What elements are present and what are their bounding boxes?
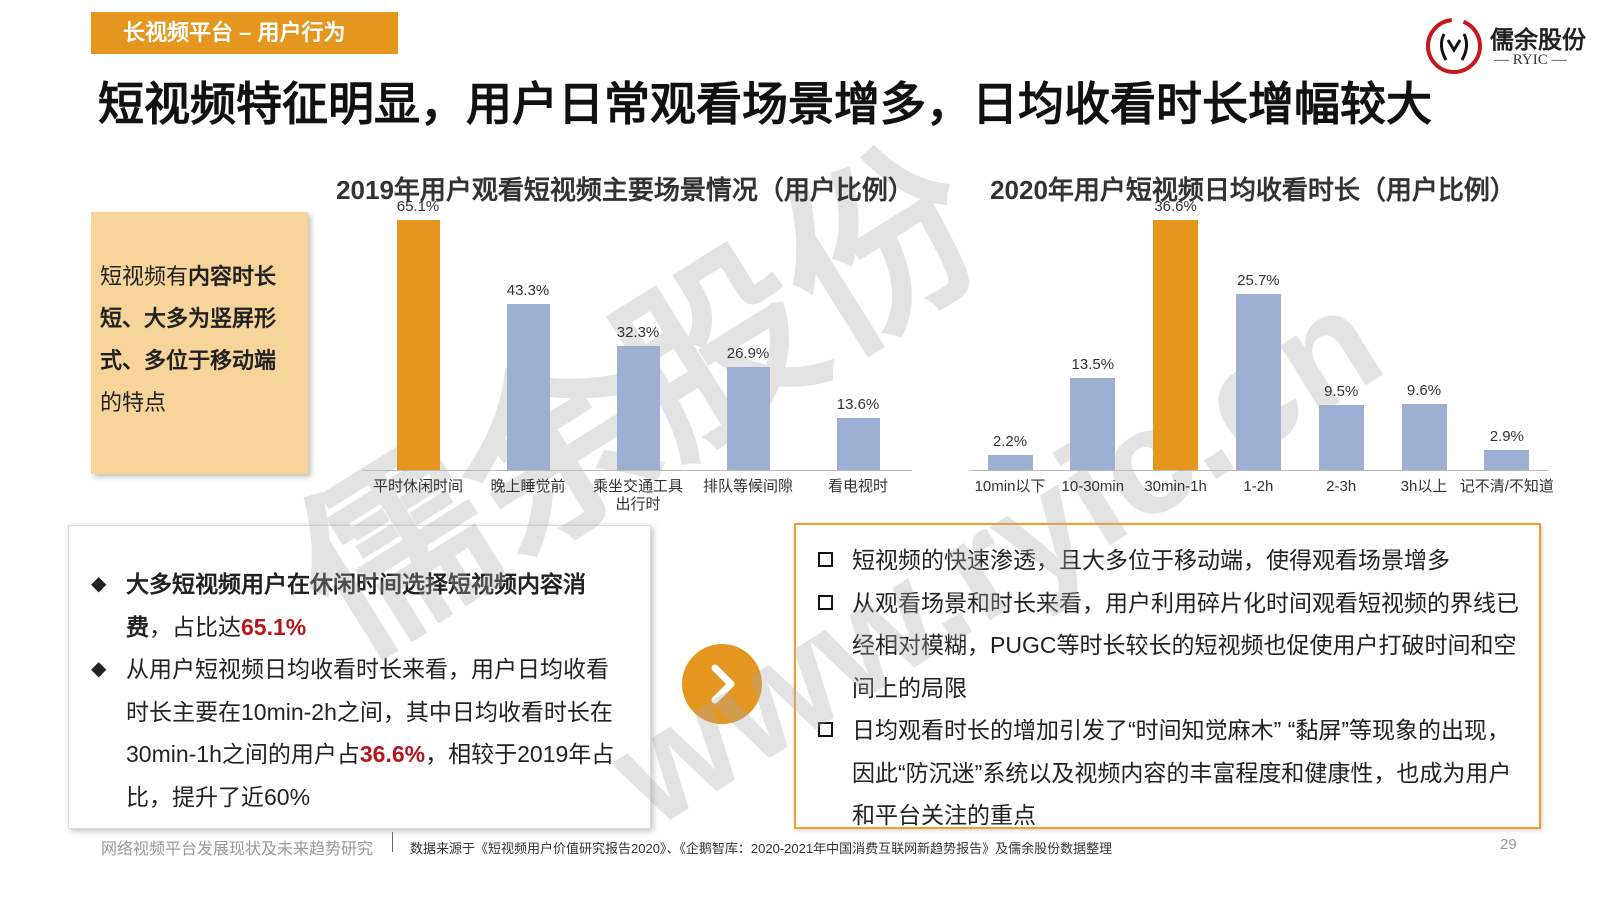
x-axis <box>969 470 1548 471</box>
category-label: 3h以上 <box>1400 478 1448 495</box>
category-label: 晚上睡觉前 <box>490 478 566 495</box>
slide-title: 短视频特征明显，用户日常观看场景增多，日均收看时长增幅较大 <box>98 78 1432 130</box>
footer-separator <box>392 832 393 852</box>
bullet-text: 36.6% <box>359 741 426 767</box>
summary-bullet: ◆ 大多短视频用户在休闲时间选择短视频内容消费，占比达65.1% <box>91 563 622 648</box>
value-label: 32.3% <box>616 323 660 341</box>
category-label: 平时休闲时间 <box>372 478 463 495</box>
section-tag: 长视频平台 – 用户行为 <box>91 12 398 54</box>
footer-source: 数据来源于《短视频用户价值研究报告2020》、《企鹅智库：2020-2021年中… <box>410 841 1113 856</box>
chart-title: 2020年用户短视频日均收看时长（用户比例） <box>990 175 1516 205</box>
summary-bullet: ◆ 从用户短视频日均收看时长来看，用户日均收看时长主要在10min-2h之间，其中… <box>91 648 622 818</box>
note-text: 内容时长短、大多为竖屏形式、多位于移动端 <box>100 264 277 373</box>
side-note: 短视频有内容时长短、大多为竖屏形式、多位于移动端的特点 <box>91 212 308 474</box>
bullet-marker: ◆ <box>91 573 107 595</box>
value-label: 2.9% <box>1489 428 1524 446</box>
insights-box: 短视频的快速渗透，且大多位于移动端，使得观看场景增多从观看场景和时长来看，用户利… <box>794 523 1541 829</box>
bullet-text: 大多短视频用户在休闲时间选择短视频内容消费 <box>126 571 586 640</box>
bar <box>1318 405 1364 470</box>
value-label: 13.6% <box>836 395 880 413</box>
checkbox-icon <box>818 722 833 737</box>
arrow-icon <box>682 644 762 724</box>
logo-sub: — RYIC — <box>1494 52 1567 68</box>
insight-item: 日均观看时长的增加引发了“时间知觉麻木” “黏屏”等现象的出现，因此“防沉迷”系… <box>816 709 1519 837</box>
category-label: 乘坐交通工具出行时 <box>592 478 683 513</box>
category-label: 排队等候间隙 <box>702 478 793 495</box>
chart-title: 2019年用户观看短视频主要场景情况（用户比例） <box>336 175 914 205</box>
value-label: 13.5% <box>1071 355 1115 373</box>
value-label: 36.6% <box>1154 198 1197 215</box>
bar <box>836 417 880 470</box>
category-label: 记不清/不知道 <box>1459 478 1554 495</box>
bar <box>396 220 440 470</box>
checkbox-icon <box>818 552 833 567</box>
bullet-text: ，相较于2019年占比，提升了近60% <box>126 741 615 810</box>
bar <box>726 366 770 470</box>
value-label: 9.6% <box>1406 382 1442 400</box>
bar <box>1401 404 1447 470</box>
insight-text: 从观看场景和时长来看，用户利用碎片化时间观看短视频的界线已经相对模糊，PUGC等… <box>852 589 1519 701</box>
value-label: 9.5% <box>1324 383 1359 401</box>
value-label: 65.1% <box>396 198 440 215</box>
bar <box>1484 450 1530 470</box>
logo-name: 儒余股份 <box>1490 28 1586 54</box>
insight-text: 短视频的快速渗透，且大多位于移动端，使得观看场景增多 <box>852 547 1450 573</box>
insight-item: 短视频的快速渗透，且大多位于移动端，使得观看场景增多 <box>816 539 1519 582</box>
note-text: 短视频有 <box>100 264 189 289</box>
bar <box>1070 377 1116 470</box>
value-label: 2.2% <box>992 432 1028 450</box>
value-label: 25.7% <box>1237 272 1280 290</box>
bar <box>987 454 1033 470</box>
bar <box>616 345 660 470</box>
x-axis <box>362 470 912 471</box>
category-label: 1-2h <box>1243 478 1274 495</box>
category-label: 看电视时 <box>827 478 888 495</box>
value-label: 26.9% <box>726 344 770 362</box>
bullet-text: ，占比达 <box>149 613 241 640</box>
insight-text: 日均观看时长的增加引发了“时间知觉麻木” “黏屏”等现象的出现，因此“防沉迷”系… <box>852 717 1512 828</box>
category-label: 2-3h <box>1326 478 1357 495</box>
page-number: 29 <box>1500 836 1517 853</box>
bar <box>506 303 550 470</box>
note-text: 的特点 <box>100 390 167 415</box>
footer-topic: 网络视频平台发展现状及未来趋势研究 <box>101 841 374 858</box>
bullet-text: 65.1% <box>241 613 307 640</box>
value-label: 43.3% <box>506 281 550 299</box>
bar <box>1153 220 1199 470</box>
category-label: 30min-1h <box>1144 478 1207 495</box>
checkbox-icon <box>818 594 833 610</box>
category-label: 10min以下 <box>974 478 1046 495</box>
insight-item: 从观看场景和时长来看，用户利用碎片化时间观看短视频的界线已经相对模糊，PUGC等… <box>816 582 1519 710</box>
logo-icon <box>1426 18 1482 74</box>
bullet-marker: ◆ <box>91 658 107 680</box>
category-label: 10-30min <box>1061 478 1125 495</box>
bar <box>1235 294 1281 470</box>
summary-box: ◆ 大多短视频用户在休闲时间选择短视频内容消费，占比达65.1% ◆ 从用户短视频日均… <box>68 525 651 829</box>
bullet-text: 从用户短视频日均收看时长来看，用户日均收看时长主要在10min-2h之间，其中日… <box>126 656 613 767</box>
